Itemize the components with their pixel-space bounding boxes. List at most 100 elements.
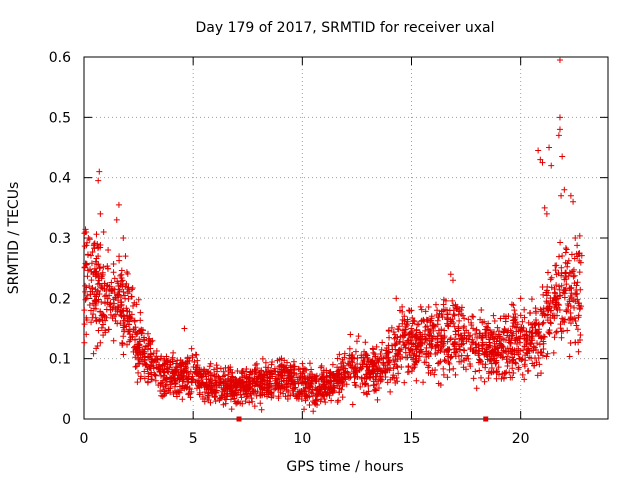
data-point [522, 352, 529, 359]
data-point [520, 347, 527, 354]
data-point [405, 337, 412, 344]
data-point [107, 306, 114, 313]
data-point [213, 387, 220, 394]
data-point [489, 334, 496, 341]
data-point [132, 336, 139, 343]
data-point [98, 282, 105, 289]
data-point [558, 282, 565, 289]
data-point [516, 326, 523, 333]
data-point [233, 386, 240, 393]
data-point [498, 341, 505, 348]
data-point [141, 368, 148, 375]
data-point [530, 362, 537, 369]
data-point [237, 400, 244, 407]
data-point [470, 325, 477, 332]
data-point [249, 383, 256, 390]
data-point [321, 378, 328, 385]
data-point [251, 388, 258, 395]
data-point [272, 382, 279, 389]
data-point [390, 365, 397, 372]
data-point [351, 379, 358, 386]
data-point [459, 336, 466, 343]
data-point [473, 385, 480, 392]
data-point [402, 349, 409, 356]
data-point [238, 369, 245, 376]
data-point [405, 331, 412, 338]
data-point [115, 201, 122, 208]
data-point [131, 299, 138, 306]
data-point [194, 357, 201, 364]
data-point [84, 273, 91, 280]
data-point [522, 336, 529, 343]
data-point [269, 371, 276, 378]
x-tick-labels: 0 5 10 15 20 [80, 431, 530, 447]
data-point [335, 380, 342, 387]
data-point [523, 332, 530, 339]
data-point [223, 396, 230, 403]
data-point [103, 314, 110, 321]
data-point [359, 361, 366, 368]
data-point [83, 314, 90, 321]
data-point [90, 350, 97, 357]
data-point [130, 302, 137, 309]
data-point [460, 324, 467, 331]
data-point [516, 355, 523, 362]
data-point [440, 342, 447, 349]
data-point [136, 341, 143, 348]
data-point [475, 341, 482, 348]
data-point [334, 370, 341, 377]
data-point [320, 379, 327, 386]
data-point [404, 318, 411, 325]
data-point [507, 340, 514, 347]
data-point [301, 406, 308, 413]
data-point [525, 367, 532, 374]
data-point [425, 353, 432, 360]
data-point [253, 360, 260, 367]
data-point [318, 371, 325, 378]
data-point [540, 345, 547, 352]
data-point [141, 375, 148, 382]
data-point [519, 318, 526, 325]
data-point [387, 388, 394, 395]
data-point [183, 369, 190, 376]
data-point [476, 367, 483, 374]
data-point [294, 393, 301, 400]
data-point [451, 346, 458, 353]
data-point [382, 373, 389, 380]
data-point [243, 365, 250, 372]
data-point [540, 340, 547, 347]
data-point [513, 324, 520, 331]
data-point [251, 378, 258, 385]
data-point [317, 383, 324, 390]
data-point [172, 363, 179, 370]
data-point [536, 341, 543, 348]
data-point [178, 387, 185, 394]
data-point [147, 350, 154, 357]
data-point [98, 275, 105, 282]
y-tick-label: 0.4 [49, 171, 71, 187]
data-point [374, 396, 381, 403]
data-point [97, 284, 104, 291]
data-point [353, 368, 360, 375]
data-point [571, 304, 578, 311]
data-point [97, 339, 104, 346]
data-point [255, 374, 262, 381]
data-point [531, 344, 538, 351]
data-point [179, 382, 186, 389]
data-point [513, 341, 520, 348]
data-point [94, 281, 101, 288]
data-point [505, 348, 512, 355]
data-point [458, 304, 465, 311]
data-point [413, 346, 420, 353]
data-point [470, 347, 477, 354]
data-point [110, 337, 117, 344]
data-point [179, 396, 186, 403]
data-point [500, 353, 507, 360]
data-point [385, 327, 392, 334]
data-point [120, 333, 127, 340]
data-point [323, 391, 330, 398]
data-point [298, 373, 305, 380]
data-point [89, 248, 96, 255]
data-point [444, 374, 451, 381]
data-point [521, 306, 528, 313]
